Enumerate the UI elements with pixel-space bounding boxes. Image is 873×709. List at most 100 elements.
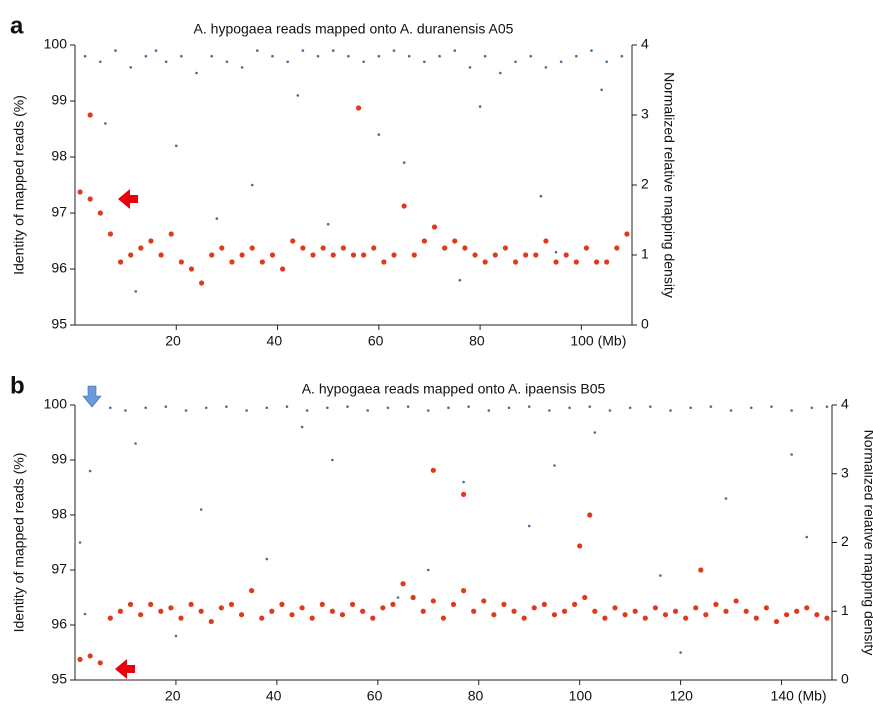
density-point: [355, 105, 362, 111]
x-tick-label: 80: [469, 333, 485, 349]
read-point: [326, 222, 330, 226]
read-point: [749, 406, 753, 410]
density-point: [107, 615, 113, 621]
read-point: [724, 497, 728, 500]
x-tick-label: 60: [367, 688, 383, 704]
y2-tick-label: 1: [841, 602, 849, 618]
read-point: [770, 405, 773, 408]
density-point: [168, 231, 174, 237]
density-point: [310, 252, 316, 258]
density-point: [77, 189, 83, 195]
density-point: [672, 608, 679, 614]
read-point: [825, 405, 829, 408]
y2-tick-label: 0: [841, 671, 849, 687]
density-point: [381, 259, 387, 265]
density-point: [269, 252, 276, 258]
density-point: [440, 615, 447, 621]
y-tick-label: 98: [51, 506, 67, 522]
density-point: [77, 656, 83, 662]
read-point: [347, 54, 350, 58]
read-point: [600, 88, 603, 92]
density-point: [824, 615, 830, 621]
read-point: [483, 54, 487, 58]
read-point: [109, 406, 112, 410]
density-point: [87, 112, 93, 118]
density-point: [148, 601, 154, 607]
read-point: [406, 405, 410, 408]
read-point: [104, 122, 107, 125]
density-point: [551, 612, 558, 618]
panel-label: b: [10, 372, 25, 399]
density-point: [523, 252, 529, 258]
read-point: [265, 557, 269, 561]
density-point: [309, 615, 315, 621]
density-point: [511, 608, 517, 614]
read-point: [608, 409, 612, 412]
density-point: [320, 245, 326, 251]
density-point: [410, 594, 416, 601]
y2-axis-label: Normalized relative mapping density: [661, 72, 677, 298]
y-tick-label: 96: [51, 616, 67, 632]
density-point: [814, 612, 820, 618]
density-point: [87, 653, 93, 659]
y-axis-label: Identity of mapped reads (%): [11, 453, 27, 633]
density-point: [188, 266, 195, 272]
read-point: [286, 60, 289, 64]
density-point: [117, 259, 124, 265]
density-point: [593, 259, 600, 265]
density-point: [430, 467, 436, 473]
density-point: [178, 615, 184, 621]
density-point: [361, 252, 367, 258]
read-point: [467, 405, 470, 408]
read-point: [396, 596, 400, 599]
density-point: [804, 605, 810, 611]
density-point: [698, 567, 704, 573]
density-point: [249, 245, 255, 251]
read-point: [659, 574, 662, 577]
density-point: [442, 245, 448, 251]
read-point: [527, 405, 531, 408]
read-point: [134, 442, 137, 445]
density-point: [683, 615, 689, 621]
density-point: [481, 598, 487, 604]
y-tick-label: 96: [51, 260, 67, 276]
read-point: [548, 409, 551, 412]
density-point: [577, 543, 583, 549]
read-point: [362, 60, 365, 64]
read-point: [402, 161, 406, 164]
read-point: [805, 535, 809, 539]
read-point: [487, 409, 491, 412]
read-point: [426, 409, 430, 412]
read-point: [296, 94, 300, 97]
density-point: [632, 608, 638, 614]
density-point: [229, 259, 235, 265]
density-point: [299, 605, 305, 611]
density-point: [138, 612, 144, 618]
read-point: [346, 405, 349, 408]
read-point: [271, 54, 274, 58]
density-point: [330, 252, 336, 258]
density-point: [572, 601, 578, 607]
density-point: [360, 608, 366, 614]
read-point: [810, 406, 814, 410]
y-tick-label: 95: [51, 316, 67, 332]
density-point: [533, 252, 539, 258]
read-point: [527, 524, 531, 528]
chart-title: A. hypogaea reads mapped onto A. duranen…: [194, 21, 514, 37]
density-point: [492, 252, 498, 258]
density-point: [87, 196, 93, 202]
x-tick-label: 120: [670, 688, 694, 704]
density-point: [592, 608, 598, 614]
read-point: [154, 49, 158, 52]
read-point: [144, 406, 147, 410]
density-point: [198, 608, 204, 614]
read-point: [790, 453, 793, 456]
red-arrow: [115, 659, 135, 679]
read-point: [377, 54, 381, 58]
x-tick-label: 80: [468, 688, 484, 704]
read-point: [554, 250, 558, 254]
density-point: [662, 612, 669, 618]
density-point: [279, 601, 285, 607]
density-point: [450, 601, 457, 607]
read-point: [453, 49, 457, 52]
